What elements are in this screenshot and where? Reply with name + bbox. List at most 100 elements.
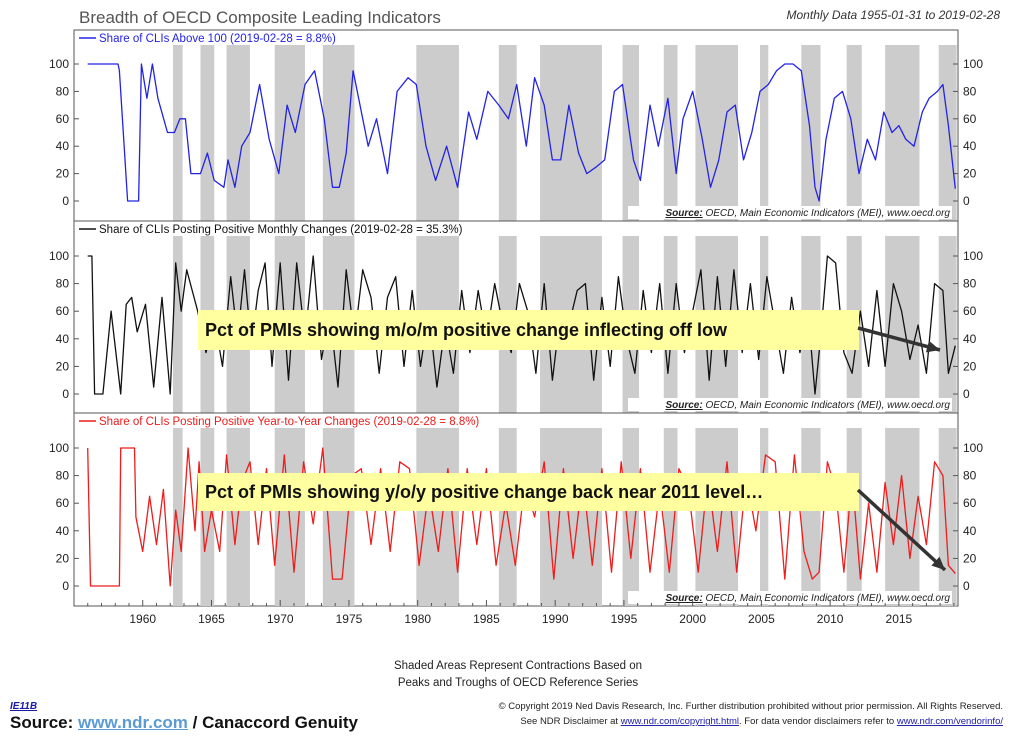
copyright-mid: . For data vendor disclaimers refer to — [739, 716, 897, 727]
contraction-shade — [695, 428, 739, 606]
ndr-link[interactable]: www.ndr.com — [78, 713, 188, 732]
contraction-shade — [172, 236, 183, 413]
source-note-text: OECD, Main Economic Indicators (MEI), ww… — [703, 593, 951, 604]
series-line-red — [87, 447, 956, 587]
x-tick-label: 1970 — [267, 612, 294, 626]
contraction-shade — [622, 428, 640, 606]
y-tick-label-right: 0 — [963, 194, 970, 208]
contraction-shade — [663, 428, 678, 606]
copyright-link[interactable]: www.ndr.com/copyright.html — [620, 716, 739, 727]
x-tick-label: 1980 — [404, 612, 431, 626]
x-tick-label: 1960 — [129, 612, 156, 626]
contraction-shade — [885, 428, 920, 606]
shaded-note-line-1: Shaded Areas Represent Contractions Base… — [394, 660, 642, 672]
y-tick-label-left: 40 — [56, 524, 70, 538]
y-tick-label-right: 40 — [963, 139, 977, 153]
y-tick-label-right: 80 — [963, 469, 977, 483]
x-axis: 1960 1965 1970 1975 1980 1985 1990 1995 2000 2005… — [87, 600, 955, 626]
source-note-label: Source: — [665, 593, 702, 604]
contraction-shade — [663, 45, 678, 221]
source-suffix: / Canaccord Genuity — [187, 713, 358, 732]
y-tick-label-right: 20 — [963, 359, 977, 373]
contraction-shade — [846, 45, 862, 221]
annotation-arrowhead — [925, 340, 940, 353]
copyright-line-2: See NDR Disclaimer at www.ndr.com/copyri… — [520, 716, 1003, 727]
source-credit: Source: www.ndr.com / Canaccord Genuity — [10, 713, 358, 733]
copyright-line-1: © Copyright 2019 Ned Davis Research, Inc… — [499, 701, 1003, 712]
contraction-shade — [622, 45, 640, 221]
vendorinfo-link[interactable]: www.ndr.com/vendorinfo/ — [896, 716, 1003, 727]
y-tick-label-right: 100 — [963, 57, 983, 71]
series-line-blue — [87, 63, 956, 202]
x-tick-label: 1975 — [336, 612, 363, 626]
y-tick-label-left: 80 — [56, 277, 70, 291]
panel-3: 0 0 20 20 40 40 60 60 80 80 100 100 Share of CLIs Po… — [49, 412, 983, 606]
y-tick-label-left: 60 — [56, 112, 70, 126]
x-tick-label: 1995 — [611, 612, 638, 626]
source-note-bg — [628, 206, 952, 219]
y-tick-label-right: 80 — [963, 84, 977, 98]
annotation-3: Pct of PMIs showing y/o/y positive chang… — [198, 473, 947, 572]
y-tick-label-left: 0 — [62, 194, 69, 208]
legend-label: Share of CLIs Posting Positive Monthly C… — [99, 224, 463, 236]
x-tick-label: 2000 — [679, 612, 706, 626]
chart-code-link[interactable]: IE11B — [10, 701, 37, 712]
y-tick-label-left: 60 — [56, 304, 70, 318]
annotation-arrow-shaft — [857, 326, 941, 352]
legend: Share of CLIs Above 100 (2019-02-28 = 8.… — [79, 33, 336, 45]
y-tick-label-right: 100 — [963, 249, 983, 263]
source-note-text: OECD, Main Economic Indicators (MEI), ww… — [703, 400, 951, 411]
data-range-label: Monthly Data 1955-01-31 to 2019-02-28 — [787, 8, 1001, 22]
contraction-shade — [200, 428, 215, 606]
y-tick-label-left: 100 — [49, 57, 69, 71]
x-tick-label: 1965 — [198, 612, 225, 626]
annotation-box — [198, 473, 859, 511]
y-tick-label-right: 80 — [963, 277, 977, 291]
copyright-prefix: See NDR Disclaimer at — [520, 716, 620, 727]
contraction-shade — [322, 45, 355, 221]
annotation-text: Pct of PMIs showing y/o/y positive chang… — [205, 482, 763, 502]
panel-1: 0 0 20 20 40 40 60 60 80 80 100 100 Share of CLIs Ab… — [49, 33, 983, 221]
y-tick-label-left: 0 — [62, 387, 69, 401]
contraction-shade — [498, 45, 517, 221]
y-tick-label-left: 100 — [49, 249, 69, 263]
y-tick-label-right: 20 — [963, 167, 977, 181]
x-tick-label: 2005 — [748, 612, 775, 626]
y-tick-label-right: 40 — [963, 524, 977, 538]
y-tick-label-right: 20 — [963, 551, 977, 565]
contraction-shade — [172, 45, 183, 221]
contraction-shade — [760, 428, 769, 606]
y-tick-label-left: 60 — [56, 496, 70, 510]
annotation-arrow-shaft — [856, 488, 947, 572]
source-note-bg — [628, 591, 952, 604]
source-note-text: OECD, Main Economic Indicators (MEI), ww… — [703, 208, 951, 219]
y-tick-label-left: 20 — [56, 551, 70, 565]
y-tick-label-left: 80 — [56, 84, 70, 98]
annotation-text: Pct of PMIs showing m/o/m positive chang… — [205, 320, 728, 340]
source-note: Source: OECD, Main Economic Indicators (… — [665, 593, 950, 604]
contraction-shade — [846, 428, 862, 606]
x-tick-label: 1990 — [542, 612, 569, 626]
legend-label: Share of CLIs Above 100 (2019-02-28 = 8.… — [99, 33, 336, 45]
legend-label: Share of CLIs Posting Positive Year-to-Y… — [99, 416, 479, 428]
y-tick-label-right: 60 — [963, 112, 977, 126]
contraction-shade — [695, 45, 739, 221]
source-note-label: Source: — [665, 400, 702, 411]
contraction-shade — [938, 45, 957, 221]
y-tick-label-right: 60 — [963, 304, 977, 318]
source-note: Source: OECD, Main Economic Indicators (… — [665, 208, 950, 219]
contraction-shade — [540, 428, 602, 606]
y-tick-label-right: 40 — [963, 332, 977, 346]
contraction-shade — [938, 236, 957, 413]
contraction-shade — [226, 45, 250, 221]
contraction-shade — [938, 428, 957, 606]
annotation-2: Pct of PMIs showing m/o/m positive chang… — [198, 310, 941, 353]
chart-title: Breadth of OECD Composite Leading Indica… — [79, 8, 441, 27]
y-tick-label-right: 100 — [963, 441, 983, 455]
y-tick-label-right: 0 — [963, 579, 970, 593]
contraction-shade — [801, 45, 821, 221]
shaded-note-line-2: Peaks and Troughs of OECD Reference Seri… — [398, 677, 639, 689]
annotation-box — [198, 310, 859, 350]
legend: Share of CLIs Posting Positive Year-to-Y… — [79, 416, 479, 428]
